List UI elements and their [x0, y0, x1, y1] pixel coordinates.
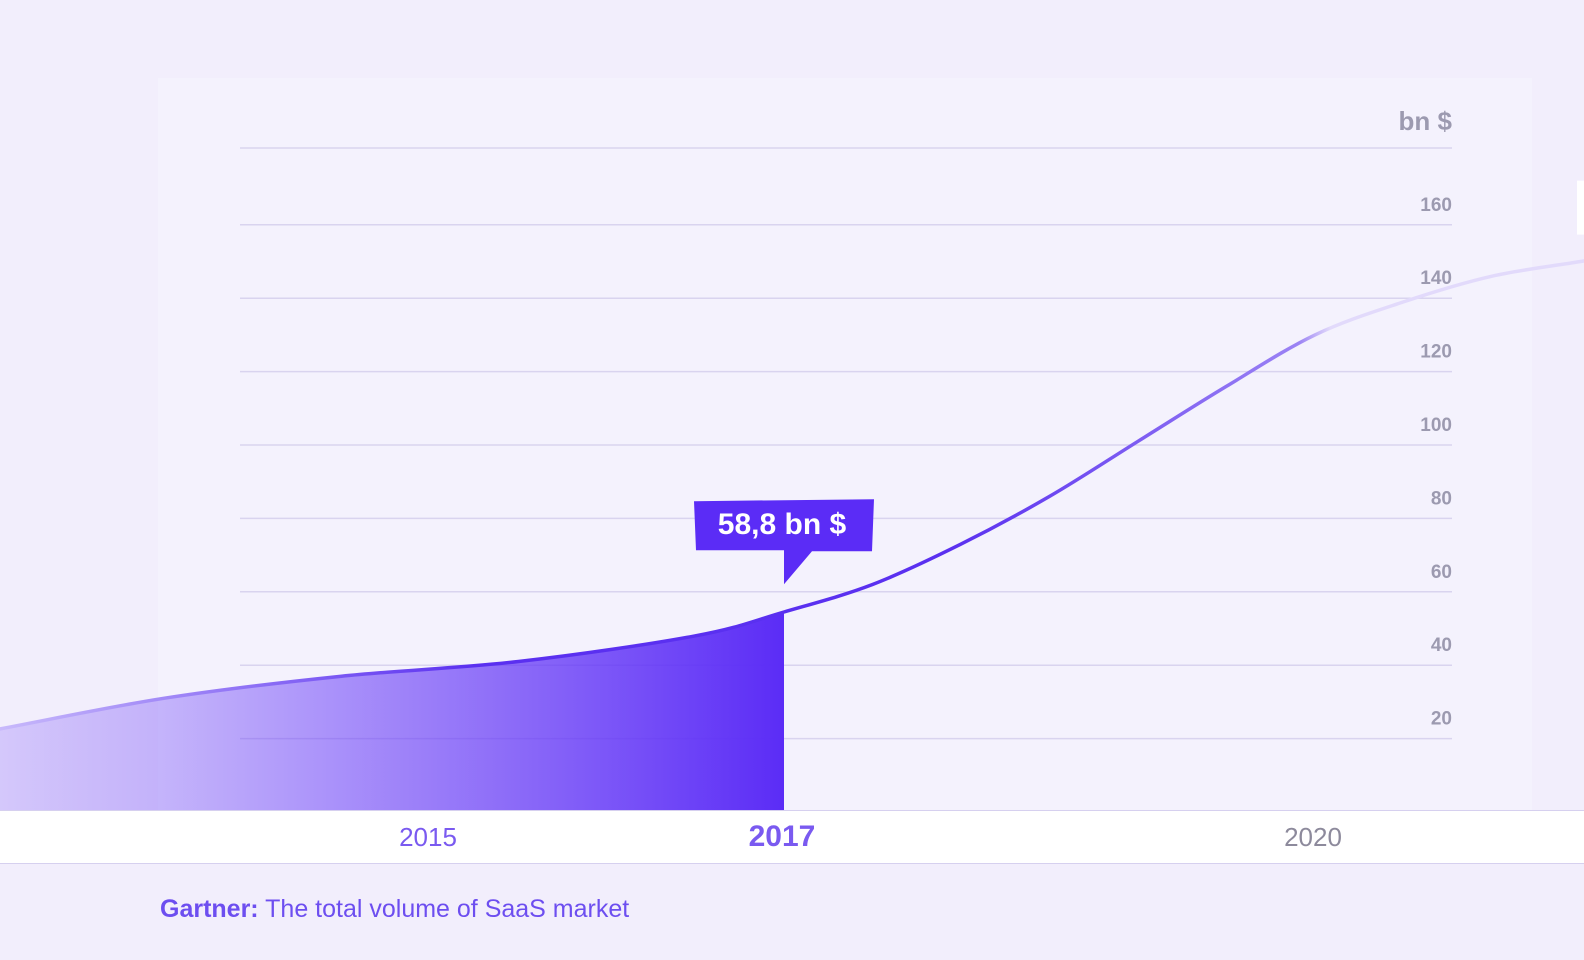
y-tick-label: 100 — [1420, 415, 1452, 436]
y-tick-label: 60 — [1431, 562, 1452, 583]
x-tick-label: 2015 — [399, 822, 457, 852]
y-tick-label: 40 — [1431, 635, 1452, 656]
y-unit-label: bn $ — [1399, 106, 1453, 136]
area-fill — [0, 612, 784, 810]
source-text: The total volume of SaaS market — [265, 895, 630, 923]
y-tick-label: 80 — [1431, 488, 1452, 509]
y-tick-label: 20 — [1431, 709, 1452, 730]
y-tick-label: 140 — [1420, 268, 1452, 289]
y-tick-label: 120 — [1420, 342, 1452, 363]
x-tick-label: 2020 — [1284, 822, 1342, 852]
y-tick-label: 160 — [1420, 195, 1452, 216]
x-tick-label: 2017 — [749, 820, 816, 853]
series-line — [0, 259, 1584, 731]
x-axis-band — [0, 810, 1584, 864]
source-name: Gartner: — [160, 895, 259, 923]
source-caption: Gartner: The total volume of SaaS market — [160, 895, 629, 924]
callout-label: 58,8 bn $ — [718, 508, 847, 541]
callout-box — [694, 499, 874, 585]
callout-box — [1577, 180, 1584, 235]
callout-2022: 143,7 bn $ — [1577, 180, 1584, 235]
callout-2017: 58,8 bn $ — [694, 499, 874, 585]
